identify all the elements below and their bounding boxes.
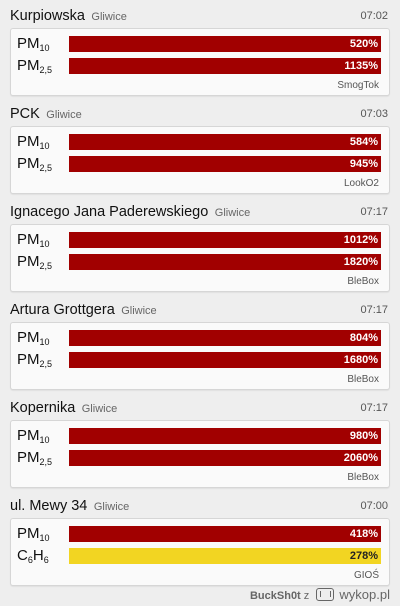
param-label: PM2,5 <box>17 449 53 467</box>
station-name: Kopernika <box>10 400 76 416</box>
data-provider: SmogTok <box>337 80 379 91</box>
station-pck[interactable]: PCK Gliwice 07:03 PM10 584% PM2,5 945% L… <box>10 102 390 194</box>
param-label: PM10 <box>17 329 50 347</box>
data-provider: BleBox <box>347 374 379 385</box>
data-provider: LookO2 <box>343 178 379 189</box>
station-name: ul. Mewy 34 <box>10 498 88 514</box>
station-name: PCK <box>10 106 40 122</box>
station-city: Gliwice <box>214 207 251 219</box>
measurement-row: PM10 1012% <box>11 229 389 251</box>
level-bar: 1135% <box>69 58 381 74</box>
station-city: Gliwice <box>46 109 82 121</box>
watermark-user: BuckSh0t <box>249 590 301 602</box>
level-bar: 278% <box>69 548 381 564</box>
station-time: 07:17 <box>360 206 388 218</box>
station-paderewskiego[interactable]: Ignacego Jana Paderewskiego Gliwice 07:1… <box>10 200 390 292</box>
level-value: 1820% <box>343 256 378 268</box>
level-bar: 1012% <box>69 232 381 248</box>
param-label: PM10 <box>17 525 50 543</box>
level-value: 980% <box>349 430 378 442</box>
station-city: Gliwice <box>121 305 157 317</box>
level-value: 418% <box>349 528 378 540</box>
measurement-row: PM2,5 1135% <box>11 55 389 77</box>
param-label: PM10 <box>17 427 50 445</box>
level-value: 1135% <box>344 60 378 72</box>
station-kopernika[interactable]: Kopernika Gliwice 07:17 PM10 980% PM2,5 … <box>10 396 390 488</box>
station-grottgera[interactable]: Artura Grottgera Gliwice 07:17 PM10 804%… <box>10 298 390 390</box>
station-card[interactable]: PM10 804% PM2,5 1680% BleBox <box>10 322 390 390</box>
station-time: 07:02 <box>360 10 388 22</box>
level-bar: 945% <box>69 156 381 172</box>
measurement-row: PM10 584% <box>11 131 389 153</box>
param-label: C6H6 <box>17 547 49 565</box>
station-name: Ignacego Jana Paderewskiego <box>10 204 209 220</box>
station-kurpiowska[interactable]: Kurpiowska Gliwice 07:02 PM10 520% PM2,5… <box>10 4 390 96</box>
param-label: PM10 <box>17 35 50 53</box>
station-header: Ignacego Jana Paderewskiego Gliwice 07:1… <box>10 200 390 224</box>
station-card[interactable]: PM10 1012% PM2,5 1820% BleBox <box>10 224 390 292</box>
measurement-row: PM2,5 1820% <box>11 251 389 273</box>
measurement-row: PM10 980% <box>11 425 389 447</box>
station-name: Kurpiowska <box>10 8 85 24</box>
station-city: Gliwice <box>91 11 127 23</box>
station-mewy[interactable]: ul. Mewy 34 Gliwice 07:00 PM10 418% C6H6… <box>10 494 390 586</box>
station-name: Artura Grottgera <box>10 302 115 318</box>
station-time: 07:03 <box>360 108 388 120</box>
station-card[interactable]: PM10 418% C6H6 278% GIOŚ <box>10 518 390 586</box>
level-value: 278% <box>349 550 378 562</box>
measurement-row: PM10 520% <box>11 33 389 55</box>
station-header: Artura Grottgera Gliwice 07:17 <box>10 298 390 322</box>
level-bar: 2060% <box>69 450 381 466</box>
watermark-z: z <box>303 590 310 602</box>
level-bar: 1820% <box>69 254 381 270</box>
level-bar: 520% <box>69 36 381 52</box>
station-header: Kopernika Gliwice 07:17 <box>10 396 390 420</box>
measurement-row: C6H6 278% <box>11 545 389 567</box>
param-label: PM2,5 <box>17 57 53 75</box>
param-label: PM2,5 <box>17 253 53 271</box>
level-bar: 804% <box>69 330 381 346</box>
param-label: PM2,5 <box>17 155 53 173</box>
data-provider: GIOŚ <box>353 570 379 581</box>
station-time: 07:00 <box>360 500 388 512</box>
station-time: 07:17 <box>360 402 388 414</box>
watermark: BuckSh0t z wykop.pl <box>250 587 390 603</box>
param-label: PM10 <box>17 133 50 151</box>
level-value: 2060% <box>343 452 378 464</box>
level-bar: 584% <box>69 134 381 150</box>
station-card[interactable]: PM10 520% PM2,5 1135% SmogTok <box>10 28 390 96</box>
param-label: PM2,5 <box>17 351 53 369</box>
station-city: Gliwice <box>81 403 118 415</box>
station-header: ul. Mewy 34 Gliwice 07:00 <box>10 494 390 518</box>
level-bar: 418% <box>69 526 381 542</box>
station-card[interactable]: PM10 584% PM2,5 945% LookO2 <box>10 126 390 194</box>
measurement-row: PM2,5 2060% <box>11 447 389 469</box>
level-value: 804% <box>349 332 378 344</box>
station-header: Kurpiowska Gliwice 07:02 <box>10 4 390 28</box>
level-value: 945% <box>349 158 378 170</box>
level-bar: 1680% <box>69 352 381 368</box>
station-header: PCK Gliwice 07:03 <box>10 102 390 126</box>
data-provider: BleBox <box>347 276 379 287</box>
data-provider: BleBox <box>347 472 379 483</box>
level-value: 520% <box>349 38 378 50</box>
measurement-row: PM10 804% <box>11 327 389 349</box>
station-time: 07:17 <box>360 304 388 316</box>
station-city: Gliwice <box>93 501 130 513</box>
watermark-site: wykop.pl <box>339 587 390 602</box>
wykop-logo-icon <box>316 588 335 601</box>
param-label: PM10 <box>17 231 50 249</box>
measurement-row: PM10 418% <box>11 523 389 545</box>
level-value: 1012% <box>343 234 378 246</box>
measurement-row: PM2,5 1680% <box>11 349 389 371</box>
measurement-row: PM2,5 945% <box>11 153 389 175</box>
level-bar: 980% <box>69 428 381 444</box>
station-card[interactable]: PM10 980% PM2,5 2060% BleBox <box>10 420 390 488</box>
level-value: 584% <box>349 136 378 148</box>
level-value: 1680% <box>343 354 378 366</box>
